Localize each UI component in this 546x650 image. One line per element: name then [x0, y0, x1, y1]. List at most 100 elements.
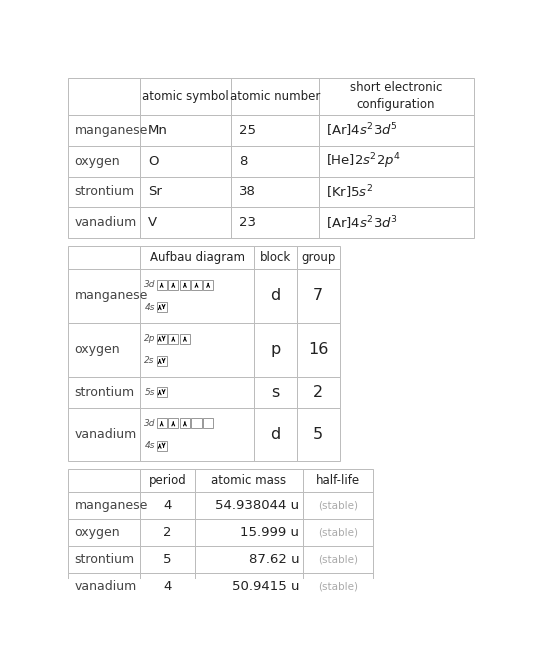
Text: 7: 7	[313, 289, 323, 304]
Bar	[303, 573, 373, 600]
Text: group: group	[301, 251, 335, 264]
Bar	[68, 408, 140, 462]
Bar	[168, 419, 179, 428]
Bar	[254, 377, 297, 408]
Bar	[157, 419, 167, 428]
Text: 3d: 3d	[144, 280, 156, 289]
Bar	[140, 269, 254, 323]
Bar	[68, 377, 140, 408]
Bar	[68, 323, 140, 377]
Text: 54.938044 u: 54.938044 u	[215, 499, 299, 512]
Text: 5: 5	[163, 553, 171, 566]
Bar	[194, 469, 303, 492]
Bar	[194, 546, 303, 573]
Text: Sr: Sr	[148, 185, 162, 198]
Text: [He]2$s^{2}$2$p^{4}$: [He]2$s^{2}$2$p^{4}$	[327, 151, 401, 171]
Text: 2: 2	[163, 526, 171, 539]
Bar	[140, 377, 254, 408]
Bar	[168, 333, 179, 344]
Bar	[68, 492, 140, 519]
Bar	[254, 246, 297, 269]
Text: 4: 4	[163, 580, 171, 593]
Text: manganese: manganese	[74, 289, 148, 302]
Text: 2: 2	[313, 385, 323, 400]
Text: oxygen: oxygen	[74, 155, 120, 168]
Bar	[140, 146, 231, 177]
Bar	[180, 419, 190, 428]
Text: 4s: 4s	[144, 303, 155, 311]
Bar	[157, 356, 167, 366]
Text: p: p	[270, 343, 281, 358]
Text: atomic mass: atomic mass	[211, 474, 287, 488]
Text: 16: 16	[308, 343, 328, 358]
Bar	[140, 78, 231, 115]
Text: period: period	[149, 474, 186, 488]
Bar	[254, 323, 297, 377]
Bar	[180, 333, 190, 344]
Bar	[157, 333, 167, 344]
Bar	[140, 492, 194, 519]
Bar	[194, 519, 303, 546]
Bar	[297, 269, 340, 323]
Text: 38: 38	[239, 185, 256, 198]
Bar	[203, 419, 213, 428]
Bar	[297, 246, 340, 269]
Bar	[157, 280, 167, 290]
Bar	[194, 492, 303, 519]
Bar	[68, 146, 140, 177]
Bar	[318, 146, 473, 177]
Bar	[140, 207, 231, 238]
Bar	[303, 492, 373, 519]
Text: block: block	[260, 251, 291, 264]
Text: 8: 8	[239, 155, 247, 168]
Bar	[254, 408, 297, 462]
Text: 5: 5	[313, 427, 323, 442]
Text: O: O	[148, 155, 158, 168]
Text: atomic symbol: atomic symbol	[143, 90, 229, 103]
Text: 50.9415 u: 50.9415 u	[232, 580, 299, 593]
Bar	[140, 177, 231, 207]
Text: Mn: Mn	[148, 124, 168, 137]
Bar	[68, 573, 140, 600]
Text: (stable): (stable)	[318, 582, 358, 592]
Text: 15.999 u: 15.999 u	[240, 526, 299, 539]
Bar	[140, 546, 194, 573]
Bar	[318, 207, 473, 238]
Text: (stable): (stable)	[318, 500, 358, 511]
Bar	[297, 323, 340, 377]
Bar	[68, 246, 140, 269]
Text: [Ar]4$s^{2}$3$d^{5}$: [Ar]4$s^{2}$3$d^{5}$	[327, 122, 398, 139]
Bar	[231, 115, 318, 146]
Text: 3d: 3d	[144, 419, 156, 428]
Text: [Kr]5$s^{2}$: [Kr]5$s^{2}$	[327, 183, 373, 201]
Text: vanadium: vanadium	[74, 216, 136, 229]
Text: vanadium: vanadium	[74, 580, 136, 593]
Bar	[194, 573, 303, 600]
Bar	[68, 269, 140, 323]
Bar	[68, 519, 140, 546]
Text: 4s: 4s	[144, 441, 155, 450]
Bar	[68, 546, 140, 573]
Bar	[68, 177, 140, 207]
Text: 2s: 2s	[144, 356, 155, 365]
Bar	[140, 115, 231, 146]
Text: [Ar]4$s^{2}$3$d^{3}$: [Ar]4$s^{2}$3$d^{3}$	[327, 214, 398, 231]
Bar	[254, 269, 297, 323]
Text: 2p: 2p	[144, 334, 156, 343]
Bar	[140, 469, 194, 492]
Text: oxygen: oxygen	[74, 526, 120, 539]
Text: strontium: strontium	[74, 185, 134, 198]
Bar	[231, 177, 318, 207]
Text: 23: 23	[239, 216, 256, 229]
Bar	[68, 78, 140, 115]
Text: oxygen: oxygen	[74, 343, 120, 356]
Text: d: d	[270, 427, 281, 442]
Text: atomic number: atomic number	[230, 90, 320, 103]
Text: 87.62 u: 87.62 u	[248, 553, 299, 566]
Text: d: d	[270, 289, 281, 304]
Bar	[231, 146, 318, 177]
Text: (stable): (stable)	[318, 554, 358, 565]
Text: Aufbau diagram: Aufbau diagram	[150, 251, 245, 264]
Bar	[68, 115, 140, 146]
Text: strontium: strontium	[74, 385, 134, 398]
